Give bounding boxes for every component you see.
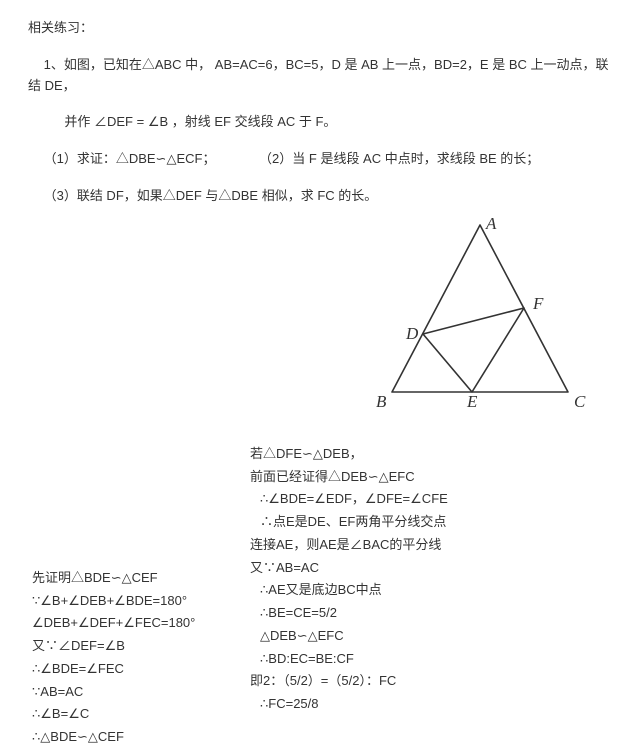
problem-line-2: 并作 ∠DEF = ∠B ，射线 EF 交线段 AC 于 F。: [28, 112, 612, 133]
vertex-label-a: A: [485, 217, 497, 233]
vertex-label-f: F: [532, 294, 544, 313]
proof-step: ∠DEB+∠DEF+∠FEC=180°: [32, 612, 232, 635]
related-exercises-title: 相关练习：: [28, 18, 612, 39]
proof-step: ∴∠BDE=∠FEC: [32, 658, 232, 681]
proof-step: ∴∠B=∠C: [32, 703, 232, 726]
problem-block: 相关练习： 1、如图，已知在△ABC 中， AB=AC=6，BC=5，D 是 A…: [28, 18, 612, 207]
problem-line-1: 1、如图，已知在△ABC 中， AB=AC=6，BC=5，D 是 AB 上一点，…: [28, 55, 612, 97]
answer-column-left: 先证明△BDE∽△CEF ∵∠B+∠DEB+∠BDE=180° ∠DEB+∠DE…: [32, 567, 232, 749]
document-page: 相关练习： 1、如图，已知在△ABC 中， AB=AC=6，BC=5，D 是 A…: [0, 0, 640, 719]
answers-block: 先证明△BDE∽△CEF ∵∠B+∠DEB+∠BDE=180° ∠DEB+∠DE…: [28, 443, 612, 749]
sub-question-3: （3）联结 DF，如果△DEF 与△DBE 相似，求 FC 的长。: [28, 186, 612, 207]
proof-step: 前面已经证得△DEB∽△EFC: [250, 466, 510, 489]
proof-step: △DEB∽△EFC: [250, 625, 510, 648]
proof-step: ∴BD:EC=BE:CF: [250, 648, 510, 671]
proof-step: ∴BE=CE=5/2: [250, 602, 510, 625]
proof-step: 若△DFE∽△DEB，: [250, 443, 510, 466]
proof-step: ∵∠B+∠DEB+∠BDE=180°: [32, 590, 232, 613]
proof-step: ∴AE又是底边BC中点: [250, 579, 510, 602]
vertex-label-c: C: [574, 392, 586, 411]
proof-step: ∴FC=25/8: [250, 693, 510, 716]
sub-question-1: （1）求证：△DBE∽△ECF；: [28, 149, 215, 170]
triangle-figure: A B C D E F: [372, 217, 592, 417]
sub-question-2: （2）当 F 是线段 AC 中点时，求线段 BE 的长；: [243, 149, 539, 170]
proof-step: ∴点E是DE、EF两角平分线交点: [250, 511, 510, 534]
proof-step: 又∵∠DEF=∠B: [32, 635, 232, 658]
answer-column-right: 若△DFE∽△DEB， 前面已经证得△DEB∽△EFC ∴∠BDE=∠EDF，∠…: [250, 443, 510, 716]
sub-questions-row: （1）求证：△DBE∽△ECF； （2）当 F 是线段 AC 中点时，求线段 B…: [28, 149, 612, 170]
proof-step: 又∵AB=AC: [250, 557, 510, 580]
proof-step: ∵AB=AC: [32, 681, 232, 704]
figure-wrap: A B C D E F: [28, 217, 612, 417]
proof-step: ∴△BDE∽△CEF: [32, 726, 232, 749]
proof-step: ∴∠BDE=∠EDF，∠DFE=∠CFE: [250, 488, 510, 511]
proof-step: 即2：（5/2）=（5/2）：FC: [250, 670, 510, 693]
triangle-def: [423, 308, 524, 392]
vertex-label-d: D: [405, 324, 419, 343]
vertex-label-b: B: [376, 392, 387, 411]
proof-step: 先证明△BDE∽△CEF: [32, 567, 232, 590]
vertex-label-e: E: [466, 392, 478, 411]
proof-step: 连接AE，则AE是∠BAC的平分线: [250, 534, 510, 557]
